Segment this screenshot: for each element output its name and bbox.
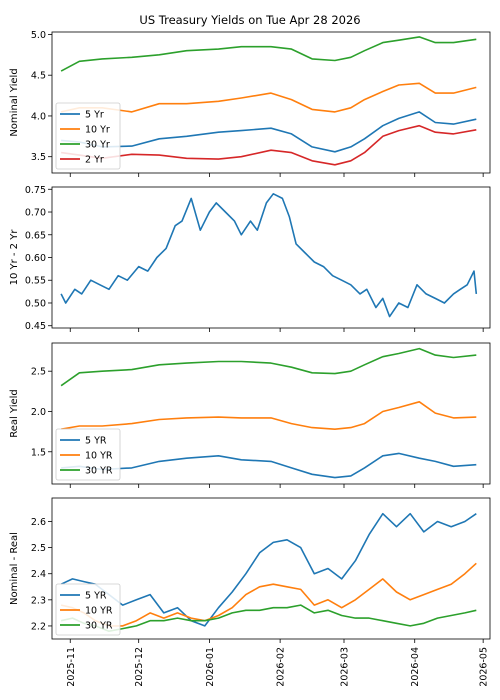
series-line-30-yr bbox=[60, 36, 477, 72]
legend: 5 YR 10 YR 30 YR bbox=[55, 428, 121, 481]
y-axis-label: Real Yield bbox=[9, 389, 20, 438]
legend-label: 5 YR bbox=[85, 591, 107, 602]
y-tick-label: 0.55 bbox=[25, 276, 46, 287]
figure-title: US Treasury Yields on Tue Apr 28 2026 bbox=[139, 13, 360, 27]
plot-frame bbox=[51, 497, 491, 640]
panel-2: 0.45 0.50 0.55 0.60 0.65 0.70 0.75 10 Yr - 2 Yr bbox=[9, 185, 491, 332]
y-tick-label: 0.70 bbox=[25, 208, 46, 219]
y-tick-label: 0.65 bbox=[25, 230, 46, 241]
chart-panels: 3.5 4.0 4.5 5.0 Nominal Yield 5 Yr 10 Yr 30 Yr 2… bbox=[9, 30, 491, 687]
y-tick-label: 1.5 bbox=[31, 447, 46, 458]
legend-box bbox=[55, 583, 121, 636]
y-axis-label: Nominal - Real bbox=[9, 532, 20, 605]
y-tick-label: 2.5 bbox=[31, 543, 46, 554]
panel-4: 2.2 2.3 2.4 2.5 2.6 2025-11 2025-12 2026-01 2026… bbox=[9, 497, 491, 687]
legend: 5 Yr 10 Yr 30 Yr 2 Yr bbox=[55, 102, 121, 170]
x-tick-label: 2026-01 bbox=[205, 647, 216, 687]
x-tick-label: 2026-04 bbox=[410, 647, 421, 687]
y-tick-label: 2.5 bbox=[31, 367, 46, 378]
legend-label: 10 Yr bbox=[85, 125, 110, 136]
y-tick-label: 3.5 bbox=[31, 152, 46, 163]
series-line-10-yr bbox=[60, 82, 477, 113]
y-tick-label: 2.2 bbox=[31, 621, 46, 632]
legend-label: 30 YR bbox=[85, 621, 113, 632]
y-tick-label: 2.6 bbox=[31, 517, 46, 528]
legend-label: 5 Yr bbox=[85, 110, 104, 121]
plot-frame bbox=[51, 342, 491, 485]
series-line-10-yr bbox=[60, 400, 477, 431]
series-line-0 bbox=[60, 193, 478, 318]
legend-label: 10 YR bbox=[85, 451, 113, 462]
series-line-5-yr bbox=[61, 452, 477, 479]
series-line-2-yr bbox=[60, 124, 477, 166]
y-tick-label: 2.0 bbox=[31, 407, 46, 418]
legend-label: 2 Yr bbox=[85, 155, 104, 166]
x-tick-label: 2026-03 bbox=[340, 647, 351, 687]
legend-box bbox=[55, 428, 121, 481]
x-tick-label: 2025-12 bbox=[134, 647, 145, 687]
legend-label: 5 YR bbox=[85, 436, 107, 447]
y-axis-label: Nominal Yield bbox=[9, 68, 20, 136]
y-tick-label: 2.3 bbox=[31, 595, 46, 606]
y-tick-label: 0.50 bbox=[25, 298, 46, 309]
plot-frame bbox=[51, 186, 491, 329]
y-tick-label: 0.60 bbox=[25, 253, 46, 264]
panel-3: 1.5 2.0 2.5 Real Yield 5 YR 10 YR 30 YR bbox=[9, 342, 491, 488]
legend-label: 10 YR bbox=[85, 606, 113, 617]
plot-frame bbox=[51, 31, 491, 174]
legend-label: 30 Yr bbox=[85, 140, 110, 151]
series-line-30-yr bbox=[60, 347, 477, 387]
y-tick-label: 4.0 bbox=[31, 111, 46, 122]
panel-1: 3.5 4.0 4.5 5.0 Nominal Yield 5 Yr 10 Yr 30 Yr 2… bbox=[9, 30, 491, 177]
series-line-5-yr bbox=[60, 512, 477, 627]
y-tick-label: 4.5 bbox=[31, 71, 46, 82]
y-tick-label: 2.4 bbox=[31, 569, 46, 580]
legend-label: 30 YR bbox=[85, 466, 113, 477]
y-tick-label: 0.75 bbox=[25, 185, 46, 196]
x-tick-label: 2026-05 bbox=[479, 647, 490, 687]
series-line-30-yr bbox=[60, 604, 477, 633]
legend: 5 YR 10 YR 30 YR bbox=[55, 583, 121, 636]
series-line-5-yr bbox=[61, 111, 477, 153]
series-line-10-yr bbox=[60, 562, 477, 627]
y-axis-label: 10 Yr - 2 Yr bbox=[9, 229, 20, 286]
x-tick-label: 2025-11 bbox=[66, 647, 77, 687]
x-tick-label: 2026-02 bbox=[276, 647, 287, 687]
y-tick-label: 0.45 bbox=[25, 321, 46, 332]
legend-box bbox=[55, 102, 121, 170]
y-tick-label: 5.0 bbox=[31, 30, 46, 41]
